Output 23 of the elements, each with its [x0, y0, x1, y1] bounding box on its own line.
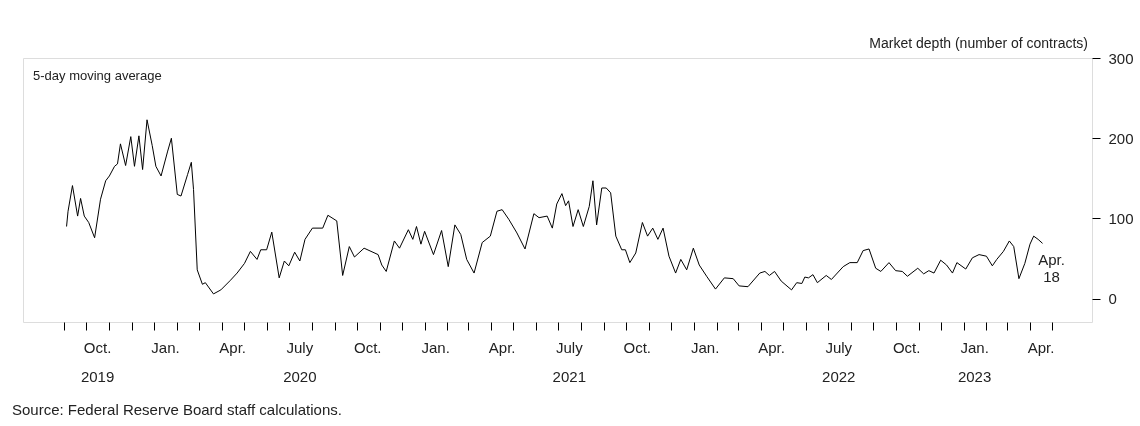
x-tick-label: Oct.	[892, 339, 921, 356]
x-tick-label: July 2021	[552, 339, 586, 385]
x-tick-label: Apr.	[488, 339, 516, 356]
x-tick-label: July 2020	[283, 339, 317, 385]
x-tick-label: Apr.	[219, 339, 247, 356]
x-tick-label: Jan.	[421, 339, 450, 356]
x-tick-label: Jan.	[690, 339, 720, 356]
annotation: 5-day moving average	[33, 68, 162, 83]
x-tick-label: July 2022	[822, 339, 856, 385]
y-tick-label: 200	[1108, 129, 1134, 147]
y-tick-label: 300	[1108, 49, 1134, 67]
y-tick-label: 100	[1108, 209, 1134, 227]
x-tick-label: Jan.	[151, 339, 180, 356]
annotation: Apr. 18	[1038, 251, 1065, 286]
y-axis-title: Market depth (number of contracts)	[869, 35, 1088, 51]
x-tick-label: Oct.	[623, 339, 651, 356]
x-tick-label: Apr.	[1027, 339, 1055, 356]
source-note: Source: Federal Reserve Board staff calculations.	[12, 401, 342, 418]
x-tick-label: Oct. 2019	[80, 339, 115, 385]
x-tick-label: Oct.	[354, 339, 382, 356]
y-tick-label: 0	[1108, 290, 1117, 308]
x-tick-label: Apr.	[758, 339, 785, 356]
x-tick-label: Jan. 2023	[957, 339, 992, 385]
